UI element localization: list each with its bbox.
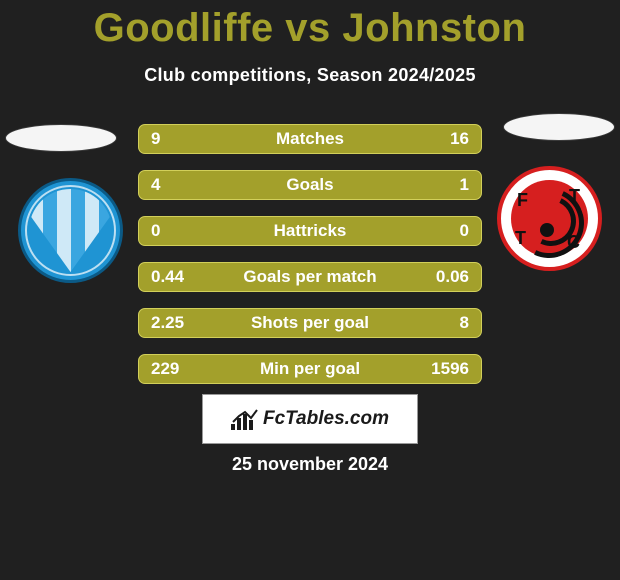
player-right-name: Johnston (342, 6, 526, 50)
stat-row: 9Matches16 (138, 124, 482, 154)
stat-right-value: 8 (423, 313, 469, 333)
stat-row: 0Hattricks0 (138, 216, 482, 246)
source-brand-text: FcTables.com (263, 408, 389, 430)
stat-row: 4Goals1 (138, 170, 482, 200)
stat-left-value: 2.25 (151, 313, 197, 333)
stat-label: Goals (197, 175, 423, 195)
player-card-placeholder-right (503, 113, 615, 141)
stat-left-value: 229 (151, 359, 197, 379)
stat-right-value: 0 (423, 221, 469, 241)
stat-label: Shots per goal (197, 313, 423, 333)
stat-row: 2.25Shots per goal8 (138, 308, 482, 338)
fctables-logo-icon (231, 408, 259, 430)
stat-label: Goals per match (197, 267, 423, 287)
club-crest-right: FT TC (497, 166, 602, 271)
stat-right-value: 0.06 (423, 267, 469, 287)
stat-right-value: 1596 (423, 359, 469, 379)
stat-row: 0.44Goals per match0.06 (138, 262, 482, 292)
stats-table: 9Matches16 4Goals1 0Hattricks0 0.44Goals pe… (138, 124, 482, 400)
stat-label: Hattricks (197, 221, 423, 241)
stat-label: Matches (197, 129, 423, 149)
stat-left-value: 9 (151, 129, 197, 149)
snapshot-date: 25 november 2024 (0, 454, 620, 475)
club-crest-left (18, 178, 123, 283)
source-attribution: FcTables.com (202, 394, 418, 444)
player-left-name: Goodliffe (94, 6, 274, 50)
stat-right-value: 16 (423, 129, 469, 149)
colchester-crest-icon (18, 178, 123, 283)
stat-left-value: 0.44 (151, 267, 197, 287)
vs-text: vs (285, 6, 342, 50)
stat-left-value: 0 (151, 221, 197, 241)
stat-row: 229Min per goal1596 (138, 354, 482, 384)
stat-right-value: 1 (423, 175, 469, 195)
page-title: Goodliffe vs Johnston (0, 0, 620, 51)
subtitle: Club competitions, Season 2024/2025 (0, 65, 620, 86)
player-card-placeholder-left (5, 124, 117, 152)
fleetwood-crest-icon: FT TC (497, 166, 602, 271)
stat-label: Min per goal (197, 359, 423, 379)
stat-left-value: 4 (151, 175, 197, 195)
